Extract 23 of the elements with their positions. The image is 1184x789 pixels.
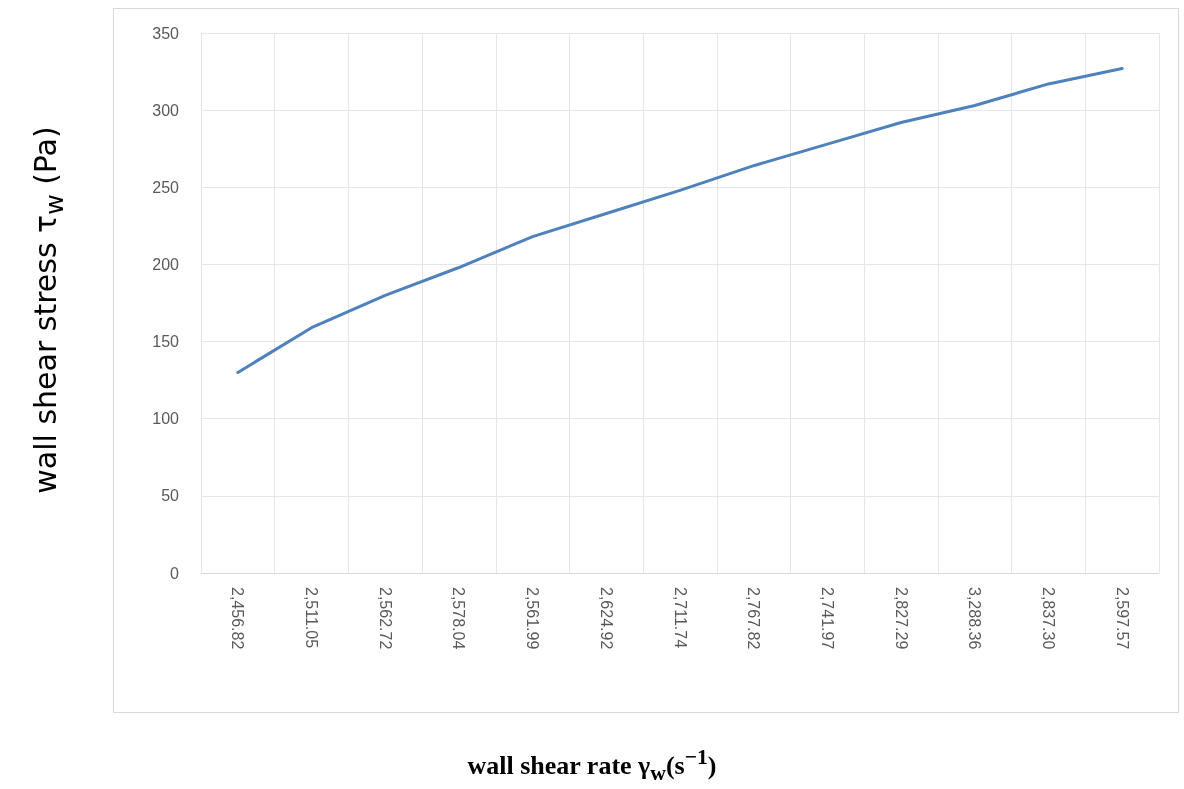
y-tick-label: 0 bbox=[170, 564, 180, 582]
y-tick-label: 200 bbox=[152, 255, 180, 273]
x-tick-label: 2,741.97 bbox=[818, 587, 836, 650]
x-tick-label: 2,456.82 bbox=[229, 587, 247, 650]
y-tick-label: 350 bbox=[152, 24, 180, 42]
y-tick-label: 300 bbox=[152, 101, 180, 119]
y-tick-label: 150 bbox=[152, 333, 180, 351]
y-tick-label: 100 bbox=[152, 410, 180, 428]
x-tick-label: 2,624.92 bbox=[597, 587, 615, 650]
line-series bbox=[236, 66, 1124, 374]
x-tick-label: 2,837.30 bbox=[1039, 587, 1057, 650]
x-tick-label: 2,827.29 bbox=[892, 587, 910, 650]
x-tick-label: 2,561.99 bbox=[524, 587, 542, 650]
x-tick-label: 2,511.05 bbox=[303, 587, 321, 649]
x-tick-label: 2,597.57 bbox=[1113, 587, 1131, 650]
x-axis-title: wall shear rate γ$_{w}$(s$^{−1}$) bbox=[466, 745, 718, 786]
y-tick-label: 250 bbox=[152, 178, 180, 196]
x-tick-label: 2,578.04 bbox=[450, 587, 468, 650]
x-tick-label: 2,562.72 bbox=[376, 587, 394, 650]
x-tick-label: 3,288.36 bbox=[966, 587, 984, 650]
x-tick-label: 2,711.74 bbox=[671, 587, 689, 649]
x-tick-label: 2,767.82 bbox=[745, 587, 763, 650]
y-tick-label: 50 bbox=[161, 487, 180, 505]
